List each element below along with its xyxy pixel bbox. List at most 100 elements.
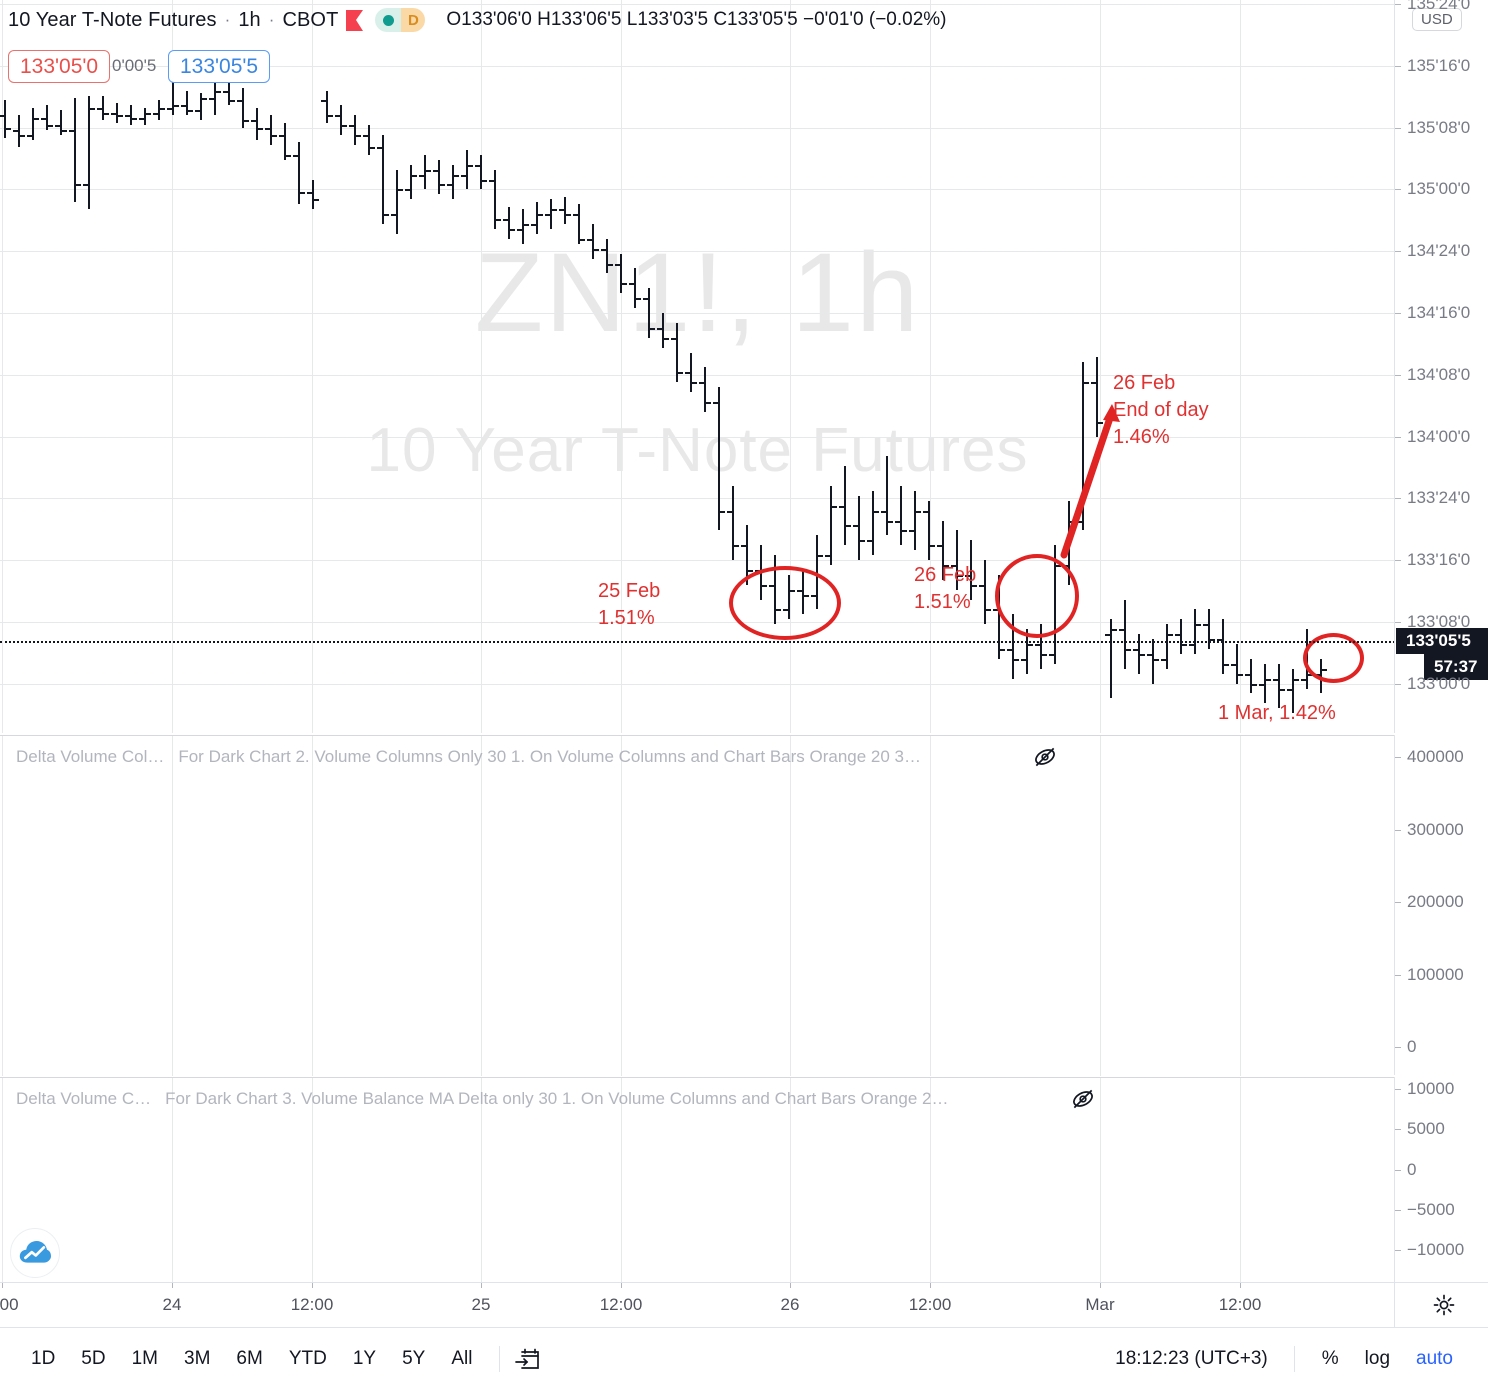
ohlc-bar-close-tick — [622, 283, 627, 286]
ohlc-bar-open-tick — [741, 545, 746, 548]
toolbar-right[interactable]: 18:12:23 (UTC+3) % log auto — [1103, 1342, 1488, 1376]
indicator-title-delta[interactable]: Delta Volume C… For Dark Chart 3. Volume… — [16, 1089, 948, 1109]
ohlc-bar — [214, 83, 216, 116]
ohlc-bar-close-tick — [1126, 648, 1131, 651]
range-buttons[interactable]: 1D 5D 1M 3M 6M YTD 1Y 5Y All — [0, 1342, 485, 1376]
anno-25-feb-line-1: 1.51% — [598, 607, 655, 629]
time-axis-label: 26 — [780, 1295, 800, 1314]
indicator-pane-delta[interactable]: Delta Volume C… For Dark Chart 3. Volume… — [0, 1077, 1395, 1283]
ohlc-bar-close-tick — [34, 117, 39, 120]
eye-off-icon[interactable] — [1032, 744, 1058, 770]
anno-26-feb-line-0: 26 Feb — [914, 564, 977, 586]
percent-scale-button[interactable]: % — [1321, 1347, 1339, 1369]
interval-label[interactable]: 1h — [238, 8, 261, 31]
ohlc-bar — [830, 485, 832, 565]
ohlc-bar-close-tick — [132, 117, 137, 120]
ohlc-bar-open-tick — [69, 130, 74, 133]
price-plot-area[interactable]: ZN1!, 1h 10 Year T-Note Futures — [0, 0, 1395, 733]
exchange-label[interactable]: CBOT — [282, 8, 339, 31]
ohlc-bar-open-tick — [881, 510, 886, 513]
ohlc-bar-close-tick — [230, 100, 235, 103]
indicator-pane-volume[interactable]: Delta Volume Col… For Dark Chart 2. Volu… — [0, 735, 1395, 1076]
ohlc-bar-open-tick — [1161, 658, 1166, 661]
price-scale-delta[interactable]: 10000 5000 0 −5000 −10000 — [1394, 1077, 1488, 1282]
ohlc-bar-open-tick — [1287, 688, 1292, 691]
currency-badge[interactable]: USD — [1412, 8, 1462, 31]
gridline-vertical — [312, 1078, 313, 1283]
anno-1-mar: 1 Mar, 1.42% — [1218, 700, 1336, 727]
ohlc-bar-open-tick — [1217, 639, 1222, 642]
ohlc-bar-open-tick — [1175, 634, 1180, 637]
ohlc-bar-close-tick — [300, 191, 305, 194]
indicator-title-volume[interactable]: Delta Volume Col… For Dark Chart 2. Volu… — [16, 747, 921, 767]
ohlc-bar-close-tick — [1154, 658, 1159, 661]
indicator-name-delta[interactable]: Delta Volume C… — [16, 1089, 152, 1108]
ohlc-bar-open-tick — [573, 214, 578, 217]
ohlc-bar — [228, 78, 230, 106]
ohlc-bar-open-tick — [265, 127, 270, 130]
symbol-name[interactable]: 10 Year T-Note Futures — [8, 8, 217, 31]
price-scale-label: 135'16'0 — [1407, 55, 1471, 75]
highlight-ellipse-26-feb — [995, 554, 1079, 638]
log-scale-button[interactable]: log — [1364, 1347, 1391, 1369]
ohlc-bar-close-tick — [720, 510, 725, 513]
range-button-1d[interactable]: 1D — [31, 1347, 56, 1369]
ohlc-bar-close-tick — [636, 298, 641, 301]
ohlc-bar — [942, 520, 944, 580]
ohlc-bar-close-tick — [20, 135, 25, 138]
ohlc-bar-close-tick — [748, 569, 753, 572]
price-scale-tick — [1395, 251, 1401, 253]
gridline-vertical — [621, 1078, 622, 1283]
eye-off-icon[interactable] — [1070, 1086, 1096, 1112]
ohlc-bar-open-tick — [825, 555, 830, 558]
ohlc-bar — [872, 490, 874, 556]
session-badge[interactable]: D — [375, 8, 426, 32]
ohlc-bar-open-tick — [601, 248, 606, 251]
ohlc-bar-close-tick — [580, 238, 585, 241]
price-pane[interactable]: ZN1!, 1h 10 Year T-Note Futures 133'05'0… — [0, 0, 1395, 733]
gridline-vertical — [2, 0, 3, 733]
gridline-vertical — [172, 736, 173, 1076]
range-button-5d[interactable]: 5D — [81, 1347, 106, 1369]
legend-separator-2: · — [268, 10, 275, 29]
ohlc-bar — [634, 268, 636, 309]
ohlc-bar-close-tick — [986, 609, 991, 612]
time-axis[interactable]: 2:00 24 12:00 25 12:00 26 12:00 Mar 12:00 — [0, 1282, 1488, 1328]
auto-scale-button[interactable]: auto — [1416, 1347, 1453, 1369]
calendar-range-icon[interactable] — [514, 1347, 540, 1371]
volume-plot-area[interactable] — [0, 736, 1395, 1076]
range-button-3m[interactable]: 3M — [184, 1347, 211, 1369]
price-scale-tick — [1395, 374, 1401, 376]
ohlc-bar-close-tick — [370, 147, 375, 150]
range-button-1m[interactable]: 1M — [131, 1347, 158, 1369]
ohlc-bar — [242, 88, 244, 128]
ohlc-bar — [1082, 362, 1084, 531]
range-button-6m[interactable]: 6M — [236, 1347, 263, 1369]
range-button-all[interactable]: All — [451, 1347, 473, 1369]
anno-26-feb-eod-line-2: 1.46% — [1113, 426, 1170, 448]
legend-separator-1: · — [224, 10, 231, 29]
ohlc-bar-close-tick — [314, 199, 319, 202]
price-scale-label: 133'08'0 — [1407, 611, 1471, 631]
range-button-ytd[interactable]: YTD — [288, 1347, 327, 1369]
clock-label[interactable]: 18:12:23 (UTC+3) — [1115, 1347, 1268, 1369]
delta-scale-tick — [1395, 1129, 1401, 1131]
gear-icon[interactable] — [1432, 1293, 1456, 1317]
ohlc-bar — [522, 209, 524, 244]
ohlc-bar — [466, 149, 468, 190]
price-scale-volume[interactable]: 400000 300000 200000 100000 0 — [1394, 735, 1488, 1075]
bar-countdown-label: 57:37 — [1424, 654, 1488, 681]
cloud-chart-logo[interactable] — [10, 1228, 60, 1278]
price-scale-main[interactable]: USD 133'05'5 57:37 135'24'0 135'16'0 135'0… — [1394, 0, 1488, 733]
indicator-name-volume[interactable]: Delta Volume Col… — [16, 747, 165, 766]
delta-plot-area[interactable] — [0, 1078, 1395, 1283]
price-scale-label: 134'24'0 — [1407, 241, 1471, 261]
time-axis-tick — [481, 1283, 482, 1288]
ohlc-bar-close-tick — [916, 510, 921, 513]
ohlc-bar-close-tick — [818, 555, 823, 558]
ohlc-bar — [326, 90, 328, 123]
bottom-toolbar[interactable]: 1D 5D 1M 3M 6M YTD 1Y 5Y All 18:12:23 (UTC+3) % … — [0, 1327, 1488, 1388]
ohlc-bar — [900, 485, 902, 546]
range-button-1y[interactable]: 1Y — [352, 1347, 377, 1369]
range-button-5y[interactable]: 5Y — [402, 1347, 426, 1369]
